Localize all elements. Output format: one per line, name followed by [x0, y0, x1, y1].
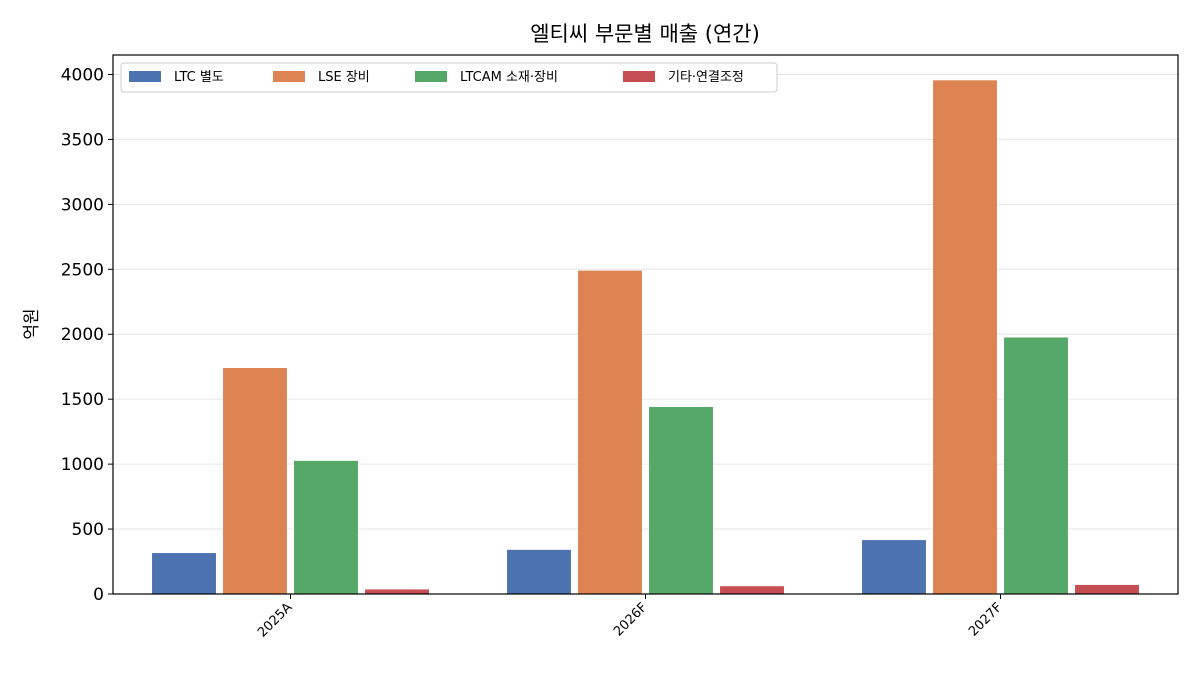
- legend-entry-4: 기타·연결조정: [623, 70, 744, 85]
- y-axis: 0 500 1000 1500 2000 2500 3000 3500 4000: [61, 65, 113, 605]
- legend-label: LTC 별도: [174, 70, 224, 85]
- legend-box: [120, 62, 778, 93]
- legend-swatch: [273, 71, 305, 82]
- bar-2026F-4: [720, 586, 784, 594]
- legend: LTC 별도 LSE 장비 LTCAM 소재·장비 기타·연결조정: [120, 62, 778, 93]
- legend-swatch: [129, 71, 161, 82]
- legend-entry-1: LTC 별도: [129, 70, 224, 85]
- bar-2026F-3: [649, 406, 713, 594]
- bar-2025A-3: [294, 460, 358, 594]
- legend-entry-2: LSE 장비: [273, 70, 370, 85]
- bar-2025A-1: [152, 553, 216, 594]
- bar-2027F-2: [933, 80, 997, 594]
- y-tick-label: 4000: [61, 65, 104, 85]
- legend-label: LTCAM 소재·장비: [460, 70, 558, 85]
- legend-swatch: [415, 71, 447, 82]
- y-tick-label: 1000: [61, 455, 104, 475]
- bar-2027F-3: [1004, 337, 1068, 594]
- bar-2025A-4: [365, 589, 429, 594]
- legend-label: LSE 장비: [318, 70, 370, 85]
- bars: [152, 80, 1139, 594]
- legend-entry-3: LTCAM 소재·장비: [415, 70, 558, 85]
- bar-2026F-1: [507, 549, 571, 594]
- bar-2027F-1: [862, 540, 926, 594]
- y-tick-label: 0: [93, 585, 104, 605]
- chart-title: 엘티씨 부문별 매출 (연간): [530, 22, 760, 46]
- bar-2026F-2: [578, 270, 642, 594]
- y-tick-label: 3500: [61, 130, 104, 150]
- y-tick-label: 500: [72, 520, 104, 540]
- y-tick-label: 1500: [61, 390, 104, 410]
- y-tick-label: 2000: [61, 325, 104, 345]
- bar-2025A-2: [223, 368, 287, 594]
- legend-label: 기타·연결조정: [668, 70, 744, 85]
- bar-2027F-4: [1075, 584, 1139, 594]
- y-tick-label: 3000: [61, 195, 104, 215]
- y-tick-label: 2500: [61, 260, 104, 280]
- legend-swatch: [623, 71, 655, 82]
- y-axis-label: 억원: [22, 308, 42, 339]
